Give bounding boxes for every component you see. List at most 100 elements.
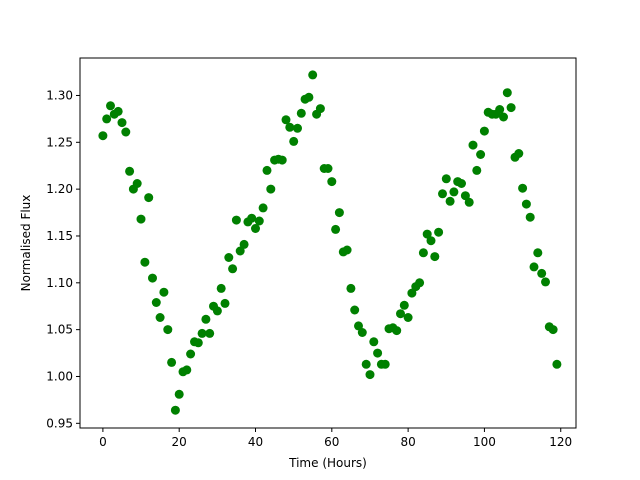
data-point [479, 126, 489, 136]
data-point [415, 278, 425, 288]
data-point [193, 338, 203, 348]
x-axis-label: Time (Hours) [288, 456, 367, 470]
data-point [132, 179, 142, 188]
data-point [251, 224, 260, 233]
data-point [296, 108, 306, 118]
data-point [163, 325, 173, 335]
data-point [224, 253, 234, 262]
data-point [499, 112, 508, 122]
data-point [151, 298, 161, 307]
data-point [506, 103, 516, 113]
data-point [170, 405, 180, 415]
x-tick-label: 120 [549, 435, 572, 449]
data-point [472, 165, 482, 175]
y-tick-label: 1.05 [46, 323, 73, 337]
data-point [106, 101, 115, 111]
data-point [315, 104, 325, 114]
data-point [392, 326, 402, 336]
data-point [502, 88, 512, 98]
data-point [289, 136, 299, 146]
data-point [98, 131, 108, 141]
x-tick-label: 40 [248, 435, 263, 449]
data-point [323, 164, 333, 173]
data-point [552, 359, 562, 369]
y-axis-label: Normalised Flux [19, 195, 33, 292]
data-point [476, 150, 486, 159]
data-point [407, 288, 417, 298]
data-point [285, 122, 295, 132]
y-tick-label: 1.20 [46, 182, 73, 196]
data-point [441, 174, 451, 184]
data-point [308, 70, 318, 80]
data-point [346, 283, 356, 293]
data-point [144, 193, 154, 203]
x-tick-label: 0 [99, 435, 107, 449]
data-point [113, 106, 123, 116]
data-point [399, 300, 409, 310]
data-point [277, 155, 287, 165]
data-point [396, 309, 405, 319]
data-point [239, 239, 249, 249]
data-point [262, 165, 272, 175]
data-point [445, 196, 455, 206]
data-point [464, 197, 474, 207]
data-point [426, 236, 436, 246]
y-tick-label: 1.25 [46, 135, 73, 149]
data-point [254, 216, 264, 226]
data-point [342, 245, 352, 255]
data-point [304, 92, 314, 102]
data-point [418, 248, 428, 258]
data-point [518, 183, 528, 193]
data-point [121, 127, 131, 137]
data-point [140, 257, 150, 267]
data-point [220, 298, 230, 308]
x-tick-label: 20 [172, 435, 187, 449]
data-point [529, 262, 539, 272]
data-point [533, 248, 543, 258]
data-point [182, 365, 192, 375]
data-point [514, 149, 524, 158]
data-point [468, 140, 478, 150]
y-axis-ticks: 0.95 1.00 1.05 1.10 1.15 1.20 1.25 1.30 [46, 88, 80, 430]
data-point [460, 191, 470, 201]
data-point [167, 357, 177, 367]
data-point [541, 277, 550, 287]
data-point [521, 199, 531, 209]
data-point [281, 115, 291, 125]
data-point [174, 389, 184, 399]
x-tick-label: 100 [473, 435, 496, 449]
data-point [350, 305, 360, 315]
data-point [197, 328, 207, 338]
y-tick-label: 1.15 [46, 229, 73, 243]
data-point [495, 105, 505, 114]
data-point [430, 252, 440, 262]
data-point [216, 283, 226, 293]
data-point [438, 189, 447, 199]
data-point [422, 229, 432, 239]
plot-frame [79, 57, 577, 429]
data-point [449, 187, 459, 197]
data-point [205, 328, 215, 338]
data-point [334, 208, 344, 218]
y-tick-label: 1.00 [46, 369, 73, 383]
data-point [434, 227, 444, 237]
data-point [365, 370, 375, 380]
data-point [247, 213, 257, 223]
data-point [212, 306, 222, 316]
data-point [537, 268, 547, 278]
x-tick-label: 80 [400, 435, 415, 449]
data-point [293, 123, 302, 133]
data-point [548, 325, 558, 335]
data-point [403, 313, 413, 322]
y-tick-label: 0.95 [46, 416, 73, 430]
data-point [327, 177, 337, 187]
data-point [331, 224, 341, 234]
y-tick-label: 1.30 [46, 88, 73, 102]
data-point [231, 215, 241, 225]
data-point [235, 246, 245, 256]
data-point [361, 359, 371, 369]
data-point [380, 359, 390, 369]
data-point [369, 337, 379, 347]
x-axis-ticks: 0 20 40 60 80 100 120 [99, 428, 572, 449]
